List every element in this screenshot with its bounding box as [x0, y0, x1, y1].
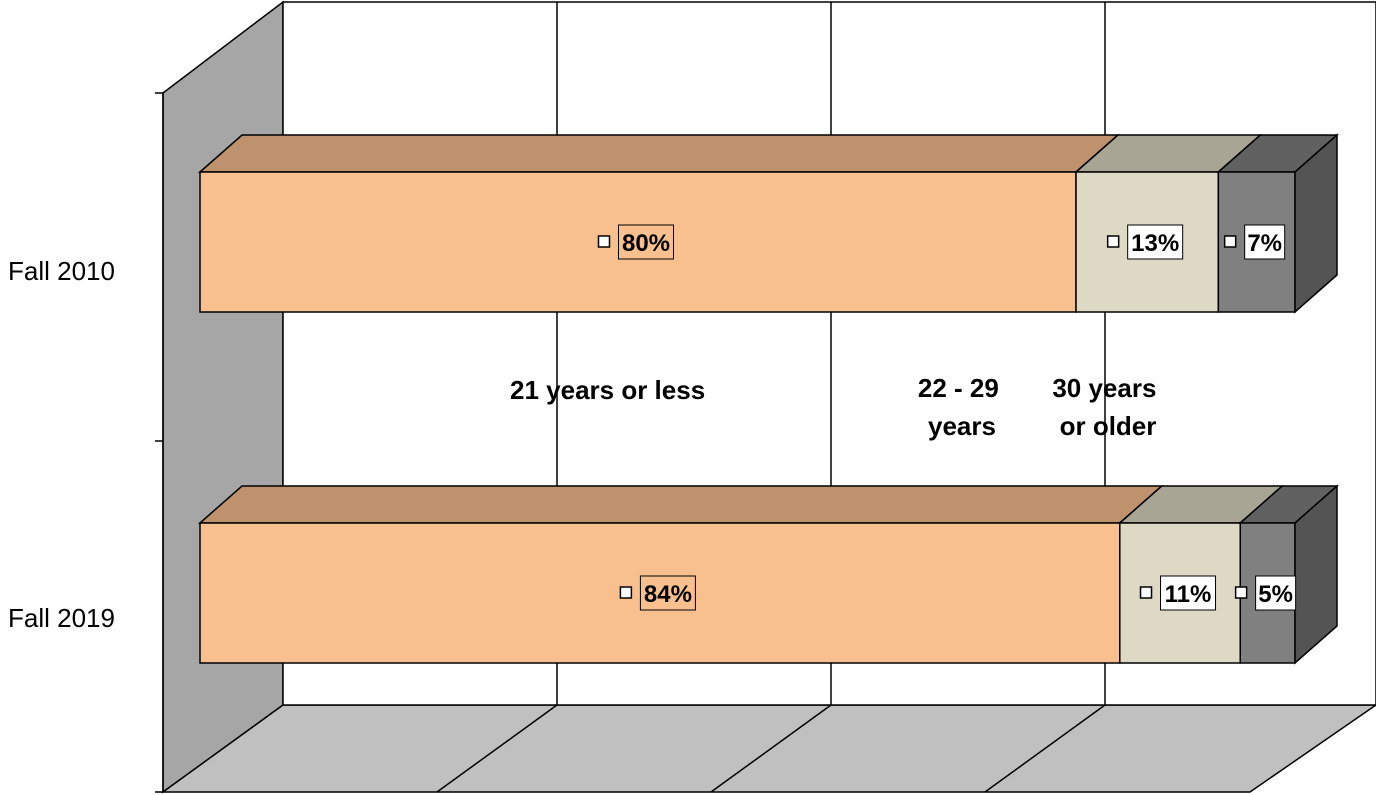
floor-gridline-1	[436, 704, 558, 793]
series-label-30-or-older: 30 years or older	[1052, 373, 1163, 441]
data-label: 80%	[597, 224, 674, 260]
data-label-box	[1244, 224, 1286, 260]
side-wall	[162, 0, 284, 794]
bar-row-2: 84% 11% 5%	[198, 484, 1339, 665]
data-label-key	[1234, 586, 1248, 599]
data-label-key	[597, 235, 611, 248]
bar-row-1: 80% 13% 7%	[198, 133, 1339, 314]
data-label-text: 5%	[1258, 581, 1293, 608]
data-label-box	[618, 224, 674, 260]
bar-side-face	[1294, 133, 1338, 314]
bar-top-face	[198, 485, 1164, 524]
chart-walls	[160, 0, 1376, 794]
data-label-text: 80%	[622, 230, 670, 257]
category-label-2: Fall 2019	[8, 603, 115, 633]
bar-segment-2-2: 11%	[1117, 485, 1285, 664]
data-label: 13%	[1106, 224, 1184, 260]
data-label-key	[619, 586, 633, 599]
data-label-text: 7%	[1247, 230, 1282, 257]
data-label-box	[1127, 224, 1184, 260]
bar-top-face	[198, 134, 1120, 173]
series-label-21-or-less: 21 years or less	[510, 375, 705, 405]
category-label-1: Fall 2010	[8, 256, 115, 286]
series-labels: 21 years or less 22 - 29 years 30 years …	[510, 373, 1163, 441]
data-label-key	[1139, 586, 1153, 599]
bar-side-face	[1294, 484, 1338, 665]
data-label-key	[1106, 235, 1120, 248]
bar-segment-1-1: 80%	[198, 134, 1120, 313]
bar-segment-1-2: 84%	[198, 485, 1164, 664]
floor-gridline-3	[984, 704, 1106, 793]
category-labels: Fall 2010 Fall 2019	[8, 256, 115, 633]
data-label-box	[1160, 575, 1217, 611]
data-label-text: 11%	[1165, 581, 1212, 608]
bar-segment-3-1: 7%	[1216, 133, 1339, 314]
data-label: 7%	[1223, 224, 1286, 260]
data-label: 84%	[619, 575, 696, 611]
data-label: 5%	[1234, 575, 1297, 611]
chart-floor	[160, 704, 1376, 793]
data-label-box	[639, 575, 696, 611]
bars: 80% 13% 7% 84% 11% 5%	[198, 133, 1339, 665]
floor-gridline-2	[710, 704, 832, 793]
data-label-text: 13%	[1131, 230, 1179, 257]
data-label-text: 84%	[644, 581, 692, 608]
data-label-box	[1255, 575, 1297, 611]
data-label: 11%	[1139, 575, 1217, 611]
category-axis	[155, 92, 164, 793]
data-label-key	[1223, 235, 1237, 248]
series-label-22-29: 22 - 29 years	[918, 373, 1006, 441]
bar-segment-3-2: 5%	[1234, 484, 1339, 665]
bar-front-face	[1075, 171, 1220, 313]
bar-segment-2-1: 13%	[1074, 134, 1263, 313]
